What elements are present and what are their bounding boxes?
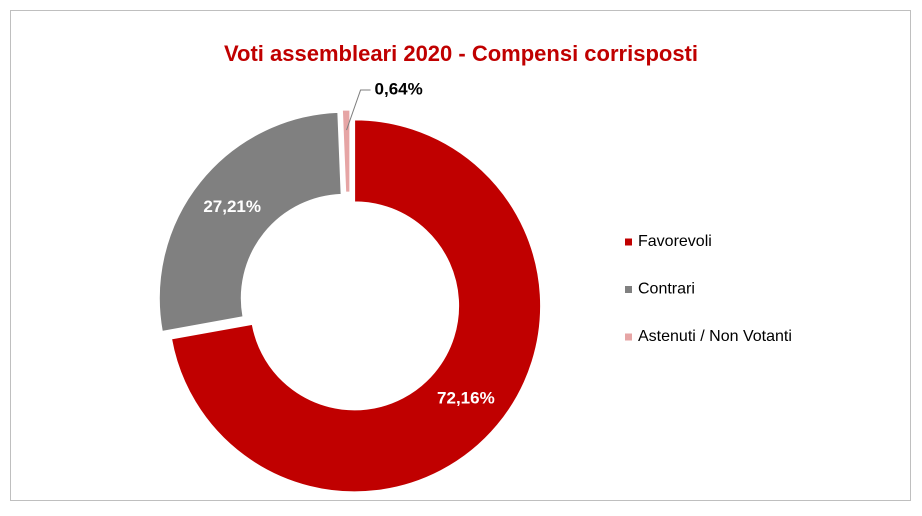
chart-title: Voti assembleari 2020 - Compensi corrisp… [224, 41, 698, 66]
legend-swatch [625, 286, 632, 293]
legend-swatch [625, 238, 632, 246]
leader-line [346, 89, 371, 131]
data-label: 27,21% [203, 197, 261, 216]
donut-slice [158, 111, 342, 332]
donut-slice [170, 119, 542, 493]
legend-label: Contrari [638, 281, 695, 298]
donut-slice [341, 109, 351, 193]
data-label: 0,64% [375, 80, 423, 99]
legend-swatch [625, 333, 632, 341]
legend-label: Favorevoli [638, 233, 712, 250]
legend-label: Astenuti / Non Votanti [638, 328, 792, 345]
data-label: 72,16% [437, 388, 495, 407]
